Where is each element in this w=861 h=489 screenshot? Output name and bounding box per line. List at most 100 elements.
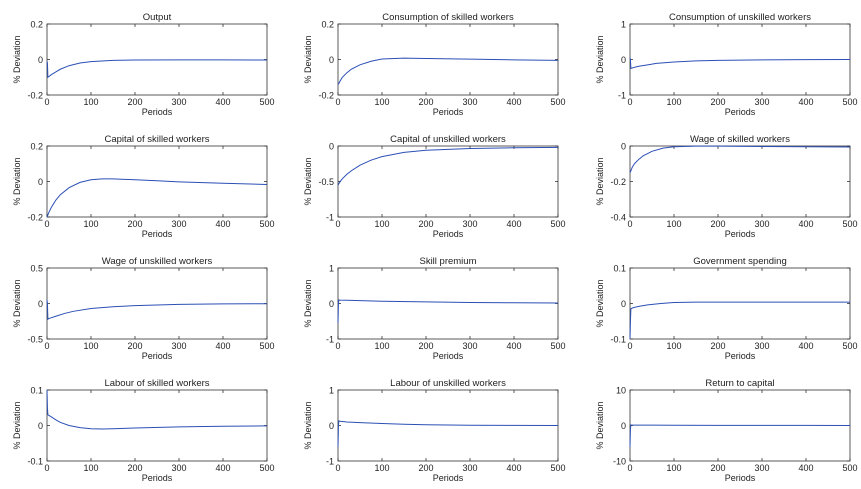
x-tick-label: 0 (44, 97, 49, 107)
x-tick-label: 0 (627, 219, 632, 229)
x-tick-label: 500 (259, 219, 274, 229)
x-tick-label: 100 (374, 97, 389, 107)
y-tick-label: 1 (621, 20, 626, 30)
y-tick-label: -0.2 (318, 91, 334, 101)
subplot-title: Wage of skilled workers (690, 134, 790, 145)
x-axis-label: Periods (433, 107, 464, 117)
subplot-title: Skill premium (419, 256, 476, 267)
x-axis-label: Periods (725, 351, 756, 361)
y-axis-label: % Deviation (12, 401, 22, 449)
x-tick-label: 400 (506, 219, 521, 229)
x-tick-label: 100 (83, 463, 98, 473)
subplot-title: Consumption of unskilled workers (669, 12, 811, 23)
x-tick-label: 400 (215, 463, 230, 473)
subplot-10: Labour of skilled workers 0 100 200 300 400 50… (12, 378, 275, 483)
y-tick-label: 0.1 (613, 264, 626, 274)
x-axis-label: Periods (142, 107, 173, 117)
subplot-title: Labour of unskilled workers (390, 378, 506, 389)
x-tick-label: 300 (462, 97, 477, 107)
y-tick-label: -10 (613, 457, 626, 467)
x-axis-label: Periods (725, 229, 756, 239)
x-tick-label: 500 (842, 341, 857, 351)
y-tick-label: -0.4 (610, 213, 626, 223)
x-tick-label: 400 (798, 463, 813, 473)
y-tick-label: 0.1 (30, 386, 43, 396)
y-axis-label: % Deviation (303, 279, 313, 327)
y-tick-label: 0.2 (321, 20, 334, 30)
y-axis-label: % Deviation (595, 279, 605, 327)
series-line-1 (629, 145, 851, 173)
y-tick-label: 0 (621, 421, 626, 431)
x-tick-label: 500 (842, 463, 857, 473)
x-tick-label: 100 (83, 219, 98, 229)
series-line-1 (337, 146, 559, 186)
x-tick-label: 500 (550, 463, 565, 473)
x-tick-label: 300 (754, 463, 769, 473)
subplot-7: Wage of unskilled workers 0 100 200 300 400 50… (12, 256, 275, 361)
y-tick-label: -0.2 (27, 91, 43, 101)
subplot-4: Capital of skilled workers 0 100 200 300 400 5… (12, 134, 275, 239)
y-axis-label: % Deviation (303, 35, 313, 83)
x-tick-label: 0 (627, 97, 632, 107)
y-tick-label: 0 (38, 421, 43, 431)
x-tick-label: 400 (798, 341, 813, 351)
y-axis-label: % Deviation (12, 35, 22, 83)
x-tick-label: 100 (374, 463, 389, 473)
x-tick-label: 100 (83, 97, 98, 107)
x-tick-label: 200 (710, 463, 725, 473)
subplot-title: Labour of skilled workers (104, 378, 209, 389)
y-tick-label: -0.2 (27, 213, 43, 223)
x-tick-label: 300 (754, 341, 769, 351)
series-line-1 (46, 299, 268, 320)
x-tick-label: 300 (171, 341, 186, 351)
x-tick-label: 400 (506, 341, 521, 351)
x-tick-label: 200 (418, 219, 433, 229)
x-tick-label: 500 (842, 97, 857, 107)
x-tick-label: 500 (550, 97, 565, 107)
x-tick-label: 300 (171, 219, 186, 229)
y-tick-label: -0.1 (610, 335, 626, 345)
subplot-6: Wage of skilled workers 0 100 200 300 400 500 0… (595, 134, 858, 239)
x-tick-label: 500 (259, 341, 274, 351)
x-tick-label: 100 (374, 219, 389, 229)
x-tick-label: 200 (418, 463, 433, 473)
x-axis-label: Periods (433, 351, 464, 361)
x-tick-label: 300 (754, 97, 769, 107)
x-tick-label: 200 (710, 219, 725, 229)
series-line-1 (46, 178, 268, 218)
y-tick-label: 0.2 (30, 20, 43, 30)
x-tick-label: 200 (418, 341, 433, 351)
y-axis-label: % Deviation (303, 157, 313, 205)
axes-box (337, 267, 559, 340)
x-tick-label: 100 (666, 341, 681, 351)
x-tick-label: 300 (462, 341, 477, 351)
x-tick-label: 300 (754, 219, 769, 229)
x-tick-label: 400 (506, 463, 521, 473)
x-tick-label: 100 (83, 341, 98, 351)
x-axis-label: Periods (725, 473, 756, 483)
axes-box (337, 145, 559, 218)
series-line-1 (46, 59, 268, 79)
x-tick-label: 0 (335, 219, 340, 229)
subplot-title: Capital of skilled workers (104, 134, 209, 145)
x-tick-label: 100 (666, 463, 681, 473)
y-tick-label: 0 (38, 177, 43, 187)
x-tick-label: 0 (44, 219, 49, 229)
x-tick-label: 300 (171, 97, 186, 107)
x-tick-label: 400 (798, 97, 813, 107)
subplot-11: Labour of unskilled workers 0 100 200 300 400… (303, 378, 566, 483)
y-tick-label: -1 (326, 457, 334, 467)
y-tick-label: 0 (329, 299, 334, 309)
x-tick-label: 400 (506, 97, 521, 107)
y-tick-label: 0 (38, 299, 43, 309)
x-tick-label: 200 (127, 97, 142, 107)
y-tick-label: -1 (326, 213, 334, 223)
x-tick-label: 500 (259, 97, 274, 107)
y-axis-label: % Deviation (12, 157, 22, 205)
y-tick-label: -1 (618, 91, 626, 101)
x-tick-label: 500 (259, 463, 274, 473)
x-tick-label: 0 (44, 463, 49, 473)
